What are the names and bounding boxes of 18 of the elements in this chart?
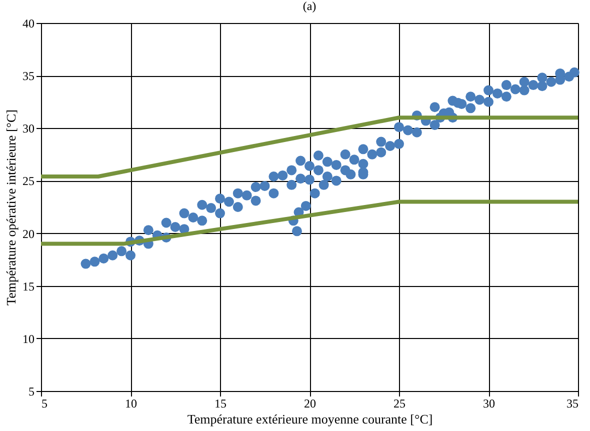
y-tick-label: 10 bbox=[22, 332, 34, 346]
y-tick-label: 5 bbox=[28, 384, 34, 398]
y-tick-label: 30 bbox=[22, 122, 34, 136]
x-axis-title: Température extérieure moyenne courante [°C] bbox=[187, 412, 433, 426]
x-tick-label: 15 bbox=[214, 396, 226, 410]
x-tick-label: 5 bbox=[42, 396, 48, 410]
x-tick-label: 25 bbox=[394, 396, 406, 410]
y-tick-label: 15 bbox=[22, 279, 34, 294]
x-tick-label: 30 bbox=[483, 396, 495, 410]
y-tick-label: 20 bbox=[22, 226, 34, 241]
y-tick-label: 35 bbox=[22, 69, 34, 84]
x-tick-label: 35 bbox=[566, 396, 578, 410]
x-tick-label: 20 bbox=[304, 396, 316, 410]
y-tick-label: 25 bbox=[22, 174, 34, 188]
chart-title: (a) bbox=[302, 0, 316, 13]
x-tick-label: 10 bbox=[125, 396, 137, 410]
y-tick-label: 40 bbox=[22, 16, 34, 30]
y-axis-title: Température opérative intérieure [°C] bbox=[4, 110, 18, 306]
